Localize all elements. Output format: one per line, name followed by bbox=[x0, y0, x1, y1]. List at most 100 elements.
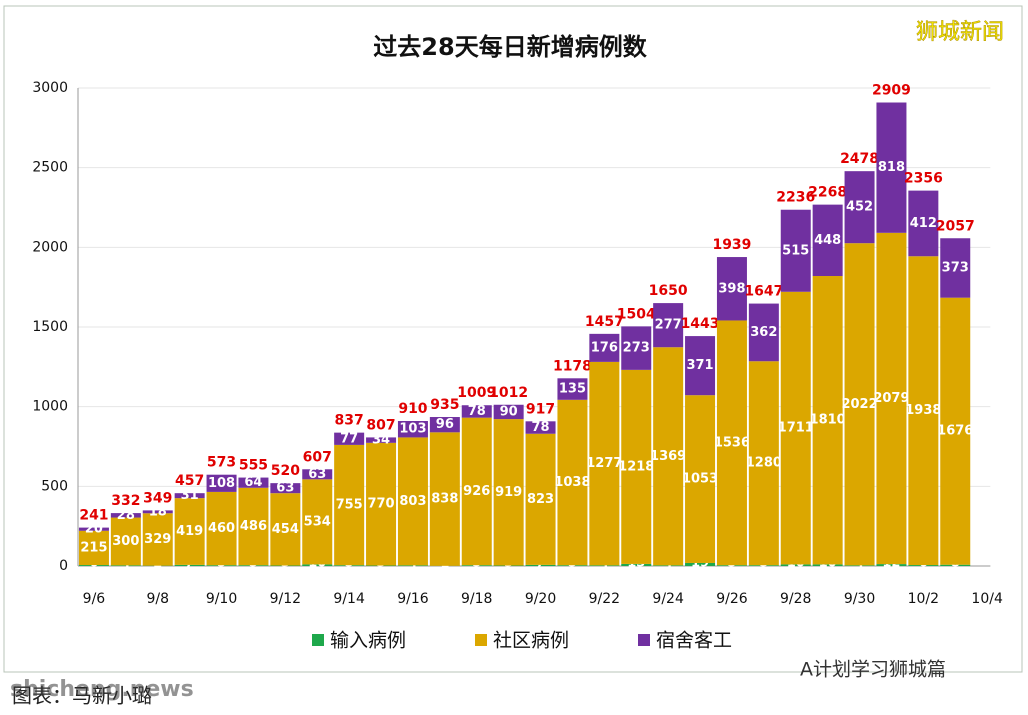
bar-segment bbox=[940, 297, 971, 565]
bar-segment bbox=[206, 565, 237, 566]
value-label: 329 bbox=[144, 532, 171, 547]
x-tick-label: 9/10 bbox=[206, 591, 237, 607]
bar-segment bbox=[366, 437, 397, 443]
bar-segment bbox=[908, 256, 939, 566]
x-tick-label: 9/16 bbox=[397, 591, 429, 607]
y-tick-label: 1500 bbox=[32, 319, 68, 335]
bar-segment bbox=[653, 347, 684, 566]
value-label: 63 bbox=[308, 467, 326, 482]
y-tick-label: 500 bbox=[41, 478, 68, 494]
bar-segment bbox=[748, 565, 779, 566]
value-label: 300 bbox=[112, 534, 139, 549]
value-label: 63 bbox=[276, 481, 294, 496]
total-label: 1939 bbox=[712, 237, 751, 253]
total-label: 1009 bbox=[457, 385, 496, 401]
bar-segment bbox=[206, 474, 237, 492]
bar-segment bbox=[780, 291, 811, 565]
bar-segment bbox=[940, 564, 971, 566]
bar-segment bbox=[685, 336, 716, 396]
bar-segment bbox=[748, 361, 779, 566]
value-label: 31 bbox=[181, 488, 199, 503]
legend-swatch bbox=[638, 634, 650, 646]
bar-segment bbox=[397, 421, 428, 438]
total-label: 2057 bbox=[936, 218, 975, 234]
y-tick-label: 2000 bbox=[32, 239, 68, 255]
bar-segment bbox=[812, 564, 843, 566]
x-tick-label: 9/6 bbox=[83, 591, 106, 607]
value-label: 1536 bbox=[714, 435, 750, 450]
total-label: 837 bbox=[335, 413, 364, 429]
value-label: 1369 bbox=[650, 449, 686, 464]
value-label: 452 bbox=[846, 200, 873, 215]
value-label: 18 bbox=[149, 504, 167, 519]
value-label: 1280 bbox=[746, 456, 782, 471]
value-label: 135 bbox=[559, 382, 586, 397]
bar-segment bbox=[557, 399, 588, 566]
bar-segment bbox=[812, 204, 843, 277]
bar-segment bbox=[621, 369, 652, 564]
value-label: 1038 bbox=[554, 475, 590, 490]
y-tick-label: 2500 bbox=[32, 160, 68, 176]
bar-segment bbox=[334, 565, 365, 566]
total-label: 457 bbox=[175, 473, 204, 489]
value-label: 755 bbox=[336, 498, 363, 513]
bar-segment bbox=[142, 513, 173, 566]
value-label: 103 bbox=[399, 422, 426, 437]
x-tick-label: 9/12 bbox=[270, 591, 301, 607]
bar-segment bbox=[174, 493, 205, 499]
x-tick-label: 10/4 bbox=[971, 591, 1003, 607]
bar-segment bbox=[589, 565, 620, 566]
bar-segment bbox=[110, 517, 141, 566]
bar-segment bbox=[78, 527, 109, 531]
bar-segment bbox=[716, 565, 747, 566]
bar-segment bbox=[110, 513, 141, 518]
bar-segment bbox=[270, 483, 301, 494]
bar-segment bbox=[621, 326, 652, 370]
value-label: 1810 bbox=[810, 413, 846, 428]
bar-segment bbox=[844, 171, 875, 244]
total-label: 520 bbox=[271, 463, 300, 479]
value-label: 2022 bbox=[841, 397, 877, 412]
value-label: 90 bbox=[500, 404, 518, 419]
legend-swatch bbox=[312, 634, 324, 646]
x-tick-label: 9/26 bbox=[716, 591, 748, 607]
y-tick-label: 3000 bbox=[32, 80, 68, 96]
total-label: 2909 bbox=[872, 82, 911, 98]
bar-segment bbox=[334, 444, 365, 566]
total-label: 555 bbox=[239, 458, 268, 474]
bar-segment bbox=[78, 530, 109, 566]
bar-segment bbox=[142, 510, 173, 514]
value-label: 373 bbox=[942, 260, 969, 275]
value-label: 273 bbox=[623, 341, 650, 356]
footer-logo: A计划学习狮城篇 bbox=[800, 659, 946, 681]
bar-segment bbox=[685, 562, 716, 566]
value-label: 919 bbox=[495, 485, 522, 500]
bar-segment bbox=[812, 276, 843, 565]
legend-label: 宿舍客工 bbox=[656, 630, 732, 652]
total-label: 607 bbox=[303, 449, 332, 465]
x-tick-label: 10/2 bbox=[908, 591, 939, 607]
total-label: 917 bbox=[526, 401, 555, 417]
total-label: 2356 bbox=[904, 171, 943, 187]
value-label: 412 bbox=[910, 216, 937, 231]
value-label: 2079 bbox=[873, 391, 909, 406]
value-label: 28 bbox=[117, 508, 135, 523]
total-label: 1647 bbox=[744, 284, 783, 300]
bar-segment bbox=[461, 405, 492, 418]
bar-segment bbox=[876, 564, 907, 566]
value-label: 515 bbox=[782, 243, 809, 258]
bar-segment bbox=[876, 232, 907, 565]
bar-segment bbox=[397, 565, 428, 566]
value-label: 770 bbox=[367, 497, 394, 512]
bar-segment bbox=[653, 303, 684, 348]
bar-segment bbox=[876, 102, 907, 233]
total-label: 241 bbox=[79, 508, 108, 524]
bar-segment bbox=[780, 564, 811, 566]
bar-segment bbox=[940, 238, 971, 298]
bar-segment bbox=[716, 320, 747, 566]
value-label: 362 bbox=[750, 325, 777, 340]
bar-segment bbox=[238, 565, 269, 566]
value-label: 823 bbox=[527, 492, 554, 507]
value-label: 78 bbox=[532, 420, 550, 435]
value-label: 818 bbox=[878, 160, 905, 175]
